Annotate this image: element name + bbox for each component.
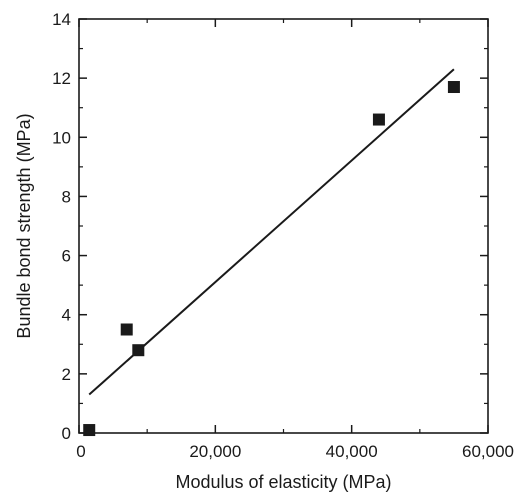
plot-frame	[78, 18, 489, 434]
y-tick-label: 6	[62, 247, 71, 266]
x-tick-label: 20,000	[189, 442, 241, 461]
data-point	[372, 113, 385, 126]
y-axis-label: Bundle bond strength (MPa)	[14, 113, 34, 338]
x-tick-label: 0	[76, 442, 85, 461]
x-tick-label: 40,000	[326, 442, 378, 461]
y-tick-label: 10	[52, 128, 71, 147]
data-point	[83, 424, 96, 437]
data-point	[447, 81, 460, 94]
x-axis-label: Modulus of elasticity (MPa)	[175, 472, 391, 492]
y-tick-label: 12	[52, 69, 71, 88]
y-tick-label: 4	[62, 306, 71, 325]
data-point	[120, 323, 133, 336]
y-tick-label: 2	[62, 365, 71, 384]
y-tick-label: 8	[62, 187, 71, 206]
data-point	[132, 344, 145, 357]
y-tick-label: 0	[62, 424, 71, 443]
trend-line	[88, 68, 455, 396]
x-tick-label: 60,000	[462, 442, 514, 461]
y-tick-label: 14	[52, 10, 71, 29]
data-points	[83, 81, 460, 437]
y-axis: 0 2 4 6 8 10 12 14	[52, 10, 488, 443]
x-axis: 0 20,000 40,000 60,000	[76, 19, 514, 461]
trend-line-group	[88, 68, 455, 396]
